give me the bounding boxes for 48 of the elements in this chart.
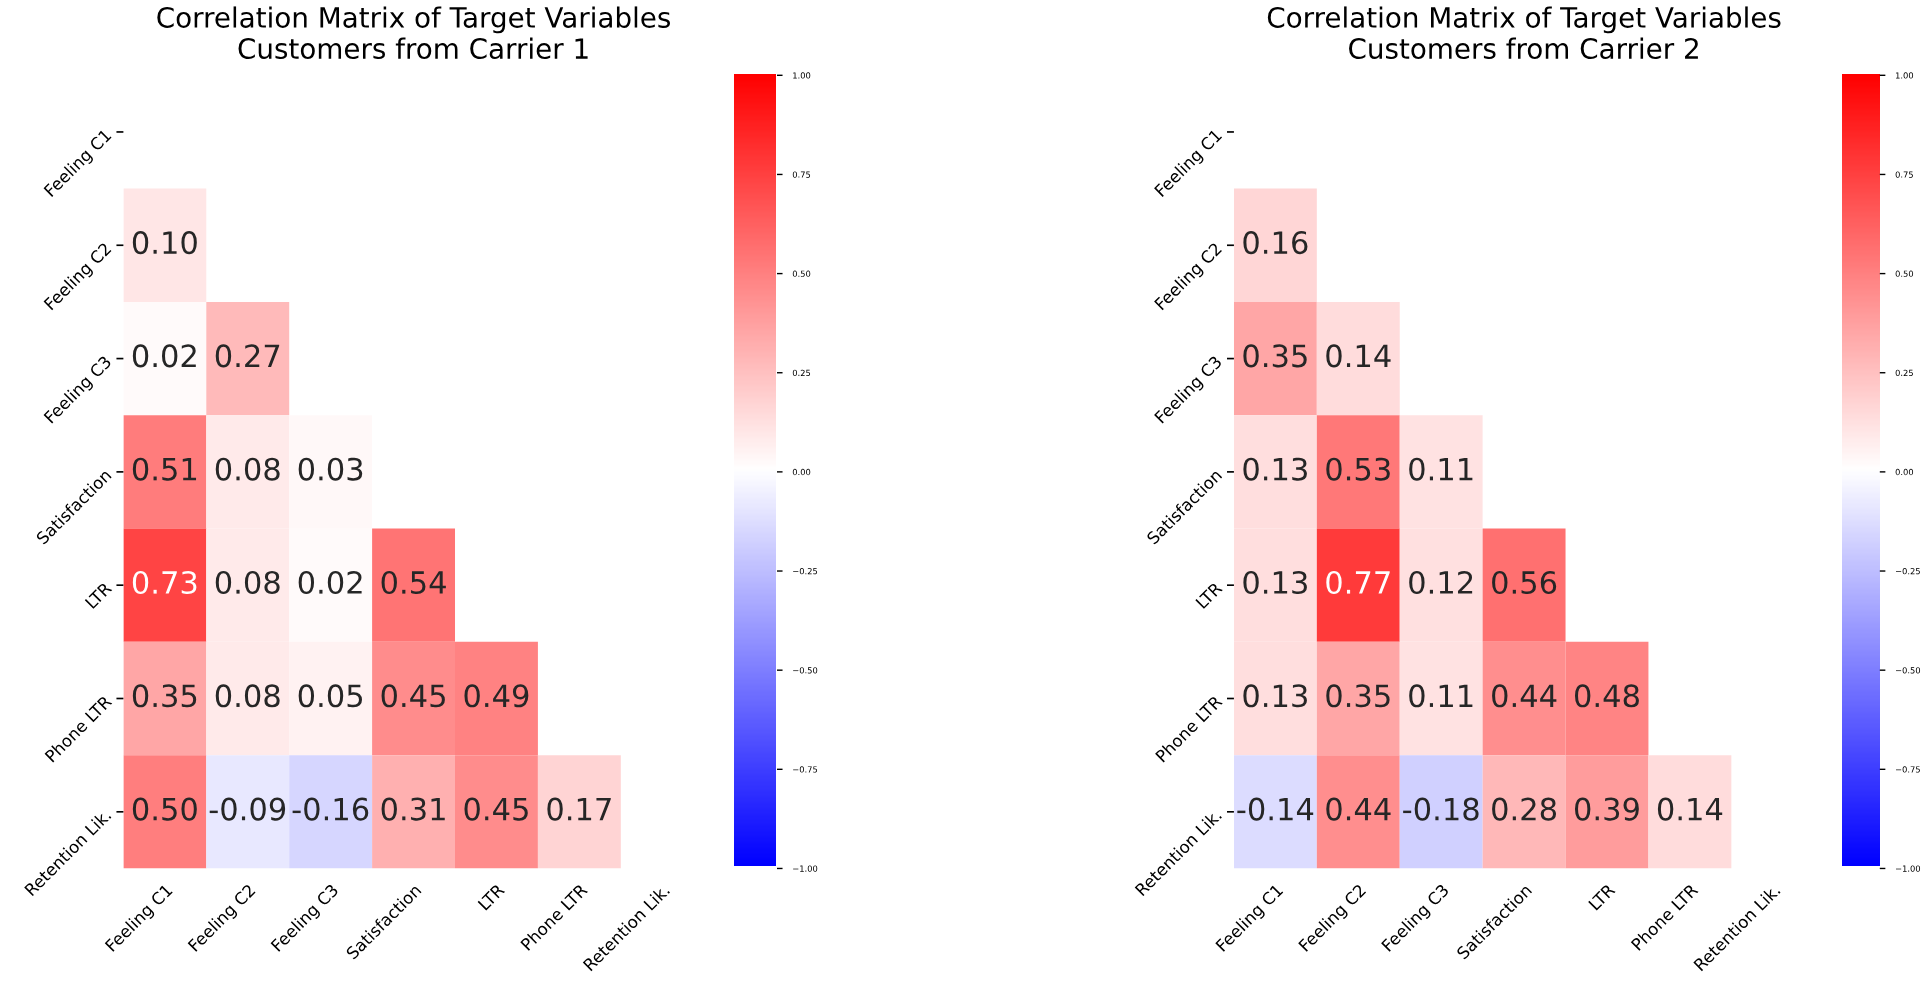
data-label: 0.12 (1409, 570, 1473, 595)
y-tick-label: LTR (1195, 581, 1223, 609)
data-label: 0.56 (1492, 570, 1557, 595)
data-label: -0.18 (1403, 797, 1479, 821)
data-label: 0.44 (1326, 797, 1391, 821)
data-label: 0.49 (464, 684, 529, 708)
data-label: 0.08 (215, 570, 280, 595)
data-label: -0.14 (1237, 797, 1314, 821)
data-label: 0.11 (1409, 684, 1473, 708)
data-label: 0.50 (132, 797, 197, 821)
data-label: 0.35 (1243, 344, 1307, 368)
data-label: 0.14 (1657, 797, 1723, 821)
data-label: 0.10 (132, 231, 197, 255)
data-label: 0.02 (298, 570, 362, 595)
data-label: 0.11 (1409, 457, 1473, 481)
data-label: 0.45 (464, 797, 528, 821)
data-label: -0.09 (209, 797, 286, 821)
data-label: 0.02 (132, 344, 196, 368)
data-label: 0.13 (1243, 684, 1307, 708)
data-label: 0.77 (1326, 570, 1390, 595)
data-label: 0.08 (215, 684, 280, 708)
data-label: 0.35 (132, 684, 197, 708)
x-tick-label: LTR (1588, 883, 1616, 911)
data-label: 0.13 (1243, 457, 1307, 481)
data-label: 0.03 (298, 457, 363, 481)
data-label: 0.44 (1492, 684, 1557, 708)
data-label: 0.39 (1574, 797, 1639, 821)
data-label: 0.17 (547, 797, 611, 821)
data-label: 0.28 (1492, 797, 1557, 821)
data-label: 0.05 (298, 684, 362, 708)
y-tick-label: LTR (84, 581, 113, 609)
data-label: 0.51 (132, 457, 197, 481)
x-tick-label: LTR (477, 883, 506, 911)
data-label: 0.08 (215, 457, 280, 481)
data-label: 0.53 (1326, 457, 1390, 481)
data-label: 0.48 (1574, 684, 1639, 708)
chart-title: Correlation Matrix of Target Variables Customers from Carrier 1 (157, 6, 670, 60)
chart-title: Correlation Matrix of Target Variables Customers from Carrier 2 (1267, 6, 1781, 60)
data-label: 0.16 (1243, 231, 1308, 255)
data-label: 0.73 (132, 570, 197, 595)
data-label: 0.54 (381, 570, 446, 595)
data-label: 0.14 (1326, 344, 1391, 368)
data-label: 0.45 (381, 684, 445, 708)
data-label: -0.16 (292, 797, 369, 821)
data-label: 0.27 (215, 344, 280, 368)
data-label: 0.35 (1326, 684, 1390, 708)
data-label: 0.13 (1243, 570, 1307, 595)
data-label: 0.31 (381, 797, 445, 821)
